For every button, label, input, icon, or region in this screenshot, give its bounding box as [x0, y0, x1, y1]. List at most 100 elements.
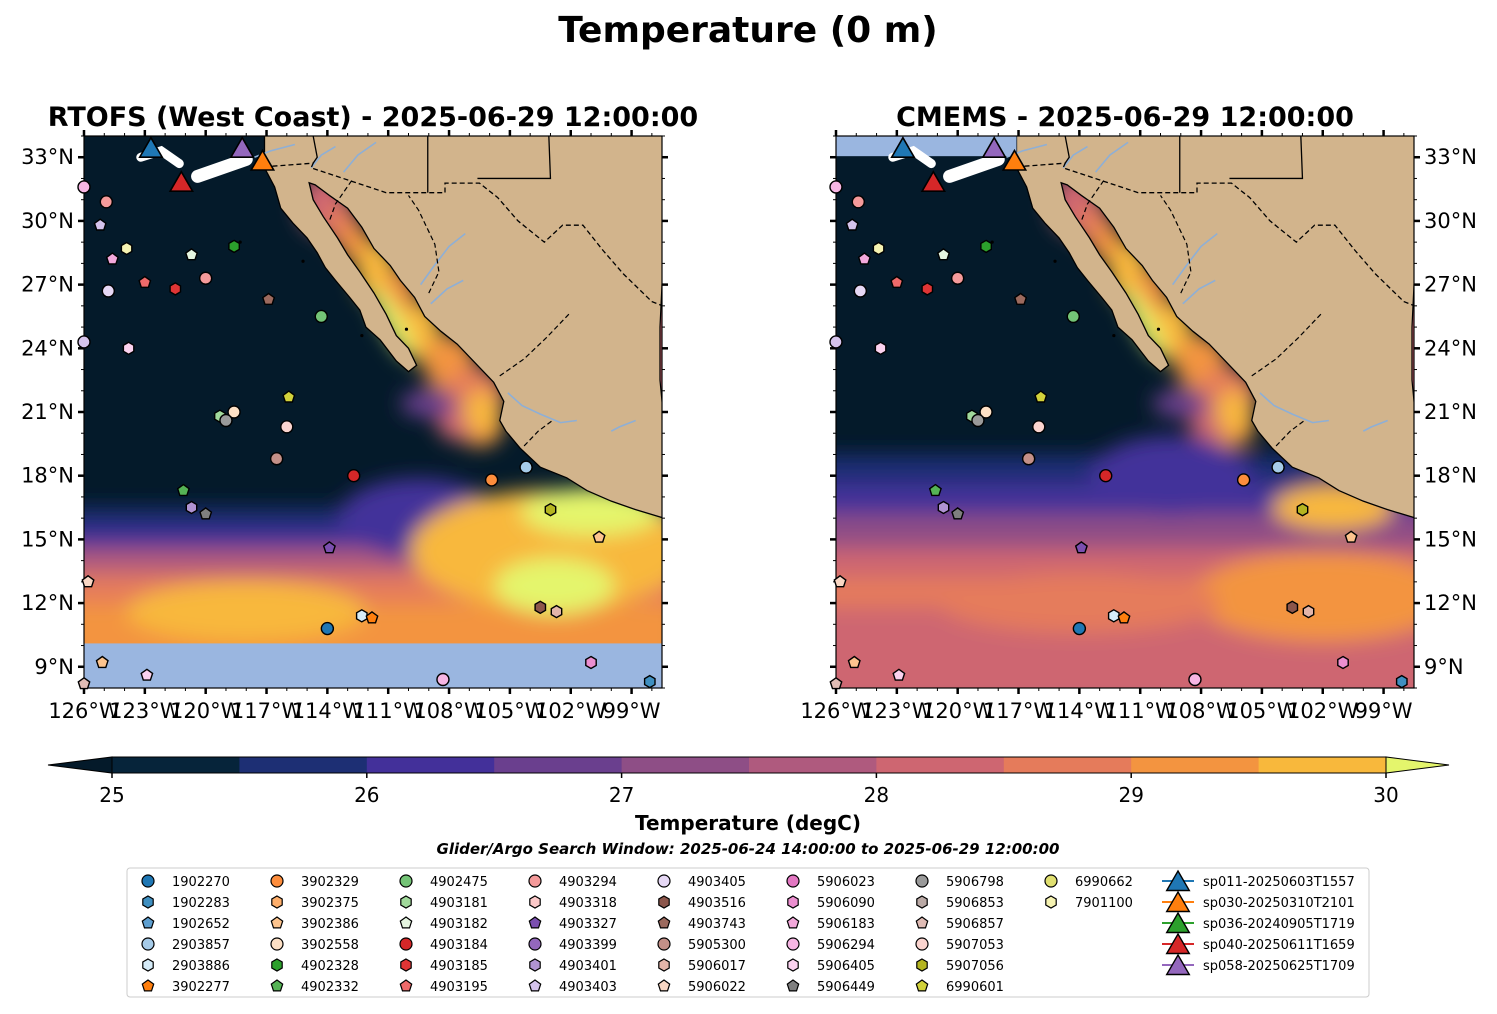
legend-label: 5906183	[817, 917, 875, 932]
legend-item: 7901100	[1045, 895, 1133, 911]
panel-rtofs-title: RTOFS (West Coast) - 2025-06-29 12:00:00	[48, 102, 698, 133]
legend-label: 4902332	[301, 980, 359, 995]
argo-float-marker	[1286, 600, 1299, 615]
legend-item: 5906023	[786, 874, 875, 890]
legend-item: 5906090	[787, 895, 875, 911]
legend-label: 4903405	[688, 875, 746, 890]
colorbar-segment	[1131, 757, 1260, 773]
argo-float-marker	[921, 282, 934, 296]
lat-tick-label: 27°N	[1424, 273, 1477, 297]
legend-label: sp011-20250603T1557	[1203, 875, 1355, 890]
glider-marker	[249, 148, 276, 171]
argo-float-marker	[228, 239, 241, 254]
argo-float-marker	[1013, 292, 1028, 305]
search-window-text: Glider/Argo Search Window: 2025-06-24 14…	[437, 840, 1060, 858]
argo-float-marker	[979, 405, 993, 419]
colorbar: 25 26 27 28 29 30	[47, 756, 1450, 807]
legend-item: sp030-20250310T2101	[1162, 890, 1355, 913]
lat-tick-label: 12°N	[21, 591, 74, 615]
legend-item: 5906017	[658, 958, 746, 974]
legend-item: 6990662	[1044, 874, 1133, 890]
legend-item: 5905300	[657, 937, 746, 953]
legend-label: sp058-20250625T1709	[1203, 959, 1355, 974]
argo-float-marker	[95, 655, 109, 669]
lat-tick-label: 30°N	[1424, 209, 1477, 233]
lon-tick-label: 120°W	[922, 699, 994, 723]
legend-label: 5906853	[946, 896, 1004, 911]
colorbar-segment	[366, 757, 495, 773]
argo-float-marker	[1032, 420, 1046, 434]
legend-label: 7901100	[1075, 896, 1133, 911]
argo-float-marker	[928, 483, 942, 497]
legend-label: 5906857	[946, 917, 1004, 932]
argo-float-marker	[936, 248, 951, 261]
panel-rtofs: RTOFS (West Coast) - 2025-06-29 12:00:00…	[21, 102, 698, 723]
legend-item: 5906449	[786, 979, 875, 995]
argo-float-marker	[99, 195, 114, 209]
legend-label: 3902277	[172, 980, 230, 995]
lon-tick-label: 102°W	[535, 699, 607, 723]
lat-tick-label: 21°N	[1424, 400, 1477, 424]
legend-label: 6990662	[1075, 875, 1133, 890]
argo-float-marker	[1034, 390, 1048, 403]
argo-float-marker	[829, 335, 843, 349]
legend-label: 6990601	[946, 980, 1004, 995]
legend-item: 5906022	[657, 979, 746, 995]
legend-label: sp030-20250310T2101	[1203, 896, 1355, 911]
argo-float-marker	[280, 420, 294, 434]
argo-float-marker	[1296, 502, 1309, 517]
lon-tick-label: 117°W	[231, 699, 303, 723]
legend-label: 5906449	[817, 980, 875, 995]
legend-label: 4903403	[559, 980, 617, 995]
legend-item: 3902558	[270, 937, 359, 953]
argo-float-marker	[519, 460, 533, 474]
colorbar-tick-label: 26	[354, 783, 379, 807]
legend-label: 4902475	[430, 875, 488, 890]
argo-float-marker	[1337, 655, 1349, 670]
argo-float-marker	[890, 275, 904, 288]
legend-item: 2903857	[141, 937, 230, 953]
legend-item: 3902277	[141, 979, 230, 995]
legend-item: 4903399	[528, 937, 617, 953]
colorbar-tick-label: 28	[864, 783, 889, 807]
argo-float-marker	[857, 252, 871, 265]
argo-float-marker	[269, 452, 284, 466]
argo-float-marker	[436, 672, 450, 687]
legend-label: 4903327	[559, 917, 617, 932]
legend-item: 4903294	[528, 874, 617, 890]
legend-label: 4903185	[430, 959, 488, 974]
legend-item: 6990601	[915, 979, 1004, 995]
argo-float-marker	[1395, 674, 1408, 689]
legend-label: 5906405	[817, 959, 875, 974]
glider-marker	[138, 136, 164, 158]
colorbar-segment	[494, 757, 623, 773]
lon-tick-label: 117°W	[983, 699, 1055, 723]
rtofs-map	[84, 136, 662, 688]
glider-marker	[981, 136, 1007, 158]
lat-tick-label: 21°N	[21, 400, 74, 424]
legend-item: 4902332	[270, 979, 359, 995]
glider-marker	[1001, 148, 1028, 171]
legend-label: 4903184	[430, 938, 488, 953]
lat-tick-label: 9°N	[34, 655, 74, 679]
glider-marker	[920, 170, 946, 192]
legend-item: sp036-20240905T1719	[1162, 911, 1355, 934]
argo-float-marker	[138, 275, 152, 288]
argo-float-marker	[1188, 672, 1202, 687]
argo-float-marker	[185, 500, 198, 515]
argo-float-marker	[320, 621, 335, 636]
lon-tick-label: 114°W	[292, 699, 364, 723]
argo-float-marker	[355, 608, 368, 623]
legend-item: 4903181	[400, 895, 488, 911]
lon-tick-label: 105°W	[1226, 699, 1298, 723]
argo-float-marker	[872, 241, 885, 256]
argo-float-marker	[1074, 541, 1088, 554]
argo-float-marker	[1344, 530, 1358, 543]
legend-item: 4903184	[399, 937, 488, 953]
figure-title: Temperature (0 m)	[558, 10, 937, 51]
legend-label: 3902375	[301, 896, 359, 911]
cmems-axis-ticks: 126°W123°W120°W117°W114°W111°W108°W105°W…	[800, 130, 1477, 723]
lat-tick-label: 18°N	[21, 464, 74, 488]
argo-float-marker	[199, 507, 213, 520]
